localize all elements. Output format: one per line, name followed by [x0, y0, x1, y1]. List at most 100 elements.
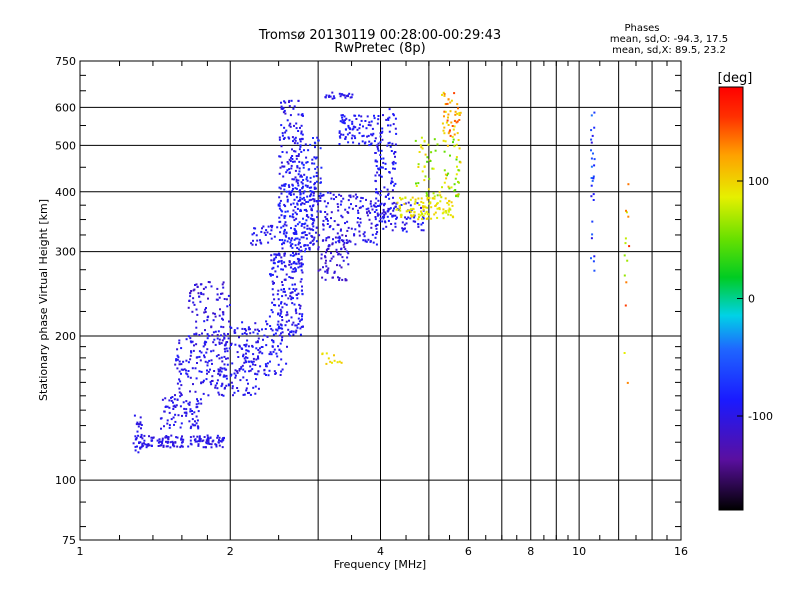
- data-point: [285, 362, 288, 365]
- data-point: [175, 404, 178, 407]
- data-point: [172, 443, 175, 446]
- data-point: [278, 216, 281, 219]
- data-point: [348, 131, 351, 134]
- data-point: [195, 320, 198, 323]
- data-point: [299, 250, 302, 253]
- data-point: [294, 308, 297, 311]
- data-point: [343, 241, 346, 244]
- data-point: [279, 155, 282, 158]
- data-point: [358, 127, 361, 130]
- data-point: [381, 215, 384, 218]
- data-point: [297, 99, 300, 102]
- data-point: [284, 278, 287, 281]
- data-point: [205, 341, 208, 344]
- x-tick-label: 10: [572, 545, 586, 558]
- data-point: [365, 240, 368, 243]
- data-point: [200, 291, 203, 294]
- data-point: [187, 361, 190, 364]
- data-point: [282, 111, 285, 114]
- data-point: [281, 281, 283, 284]
- data-point: [190, 425, 193, 428]
- data-point: [380, 175, 383, 178]
- data-point: [315, 156, 318, 159]
- data-point: [291, 323, 294, 326]
- data-point: [230, 326, 233, 329]
- data-point: [446, 174, 448, 177]
- data-point: [317, 248, 320, 251]
- data-point: [197, 410, 200, 413]
- data-point: [400, 213, 403, 216]
- data-point: [236, 370, 238, 373]
- data-point: [227, 294, 230, 297]
- data-point: [396, 201, 399, 204]
- data-point: [299, 140, 302, 143]
- data-point: [268, 315, 271, 318]
- grid: [80, 61, 681, 540]
- data-point: [183, 407, 186, 410]
- data-point: [181, 445, 184, 448]
- data-point: [269, 351, 272, 354]
- data-point: [205, 442, 208, 445]
- data-point: [374, 202, 377, 205]
- data-point: [290, 244, 292, 247]
- data-point: [180, 363, 183, 366]
- data-point: [340, 214, 343, 217]
- data-point: [192, 383, 194, 386]
- data-point: [244, 356, 247, 359]
- data-point: [369, 240, 372, 243]
- data-point: [189, 376, 192, 379]
- data-point: [305, 214, 308, 217]
- data-point: [185, 412, 188, 415]
- data-point: [288, 276, 291, 278]
- data-point: [313, 236, 316, 239]
- data-point: [380, 149, 383, 152]
- data-point: [407, 201, 410, 204]
- data-point: [340, 194, 343, 197]
- data-point: [282, 165, 285, 168]
- data-point: [210, 359, 213, 362]
- data-point: [227, 337, 230, 340]
- data-point: [367, 238, 370, 241]
- data-point: [375, 144, 378, 147]
- data-point: [355, 118, 358, 120]
- data-point: [367, 124, 370, 126]
- data-point: [313, 219, 316, 222]
- data-point: [287, 237, 290, 240]
- data-point: [288, 105, 291, 108]
- data-point: [387, 192, 390, 195]
- data-point: [279, 166, 282, 169]
- data-point: [193, 333, 196, 336]
- data-point: [199, 398, 202, 401]
- data-point: [259, 241, 262, 244]
- data-point: [272, 266, 275, 269]
- data-point: [281, 331, 284, 334]
- data-point: [214, 330, 217, 333]
- data-point: [189, 354, 192, 357]
- data-point: [313, 186, 316, 189]
- data-point: [299, 245, 302, 248]
- data-point: [213, 370, 216, 372]
- data-point: [221, 439, 224, 442]
- data-point: [309, 228, 312, 231]
- data-point: [457, 107, 459, 110]
- data-point: [293, 238, 296, 241]
- data-point: [198, 350, 201, 353]
- data-point: [305, 156, 308, 159]
- data-point: [151, 439, 154, 442]
- data-point: [324, 270, 327, 273]
- data-point: [449, 154, 451, 157]
- data-point: [338, 264, 341, 267]
- chart-title: Tromsø 20130119 00:28:00-00:29:43: [258, 28, 501, 43]
- data-point: [378, 174, 381, 177]
- data-point: [218, 374, 221, 377]
- data-point: [326, 223, 329, 225]
- data-point: [246, 356, 249, 359]
- data-point: [313, 183, 316, 186]
- data-point: [298, 170, 301, 173]
- data-point: [257, 349, 260, 351]
- data-point: [298, 167, 301, 170]
- data-point: [443, 150, 446, 153]
- data-point: [590, 165, 593, 168]
- data-point: [197, 444, 200, 447]
- data-point: [447, 98, 450, 101]
